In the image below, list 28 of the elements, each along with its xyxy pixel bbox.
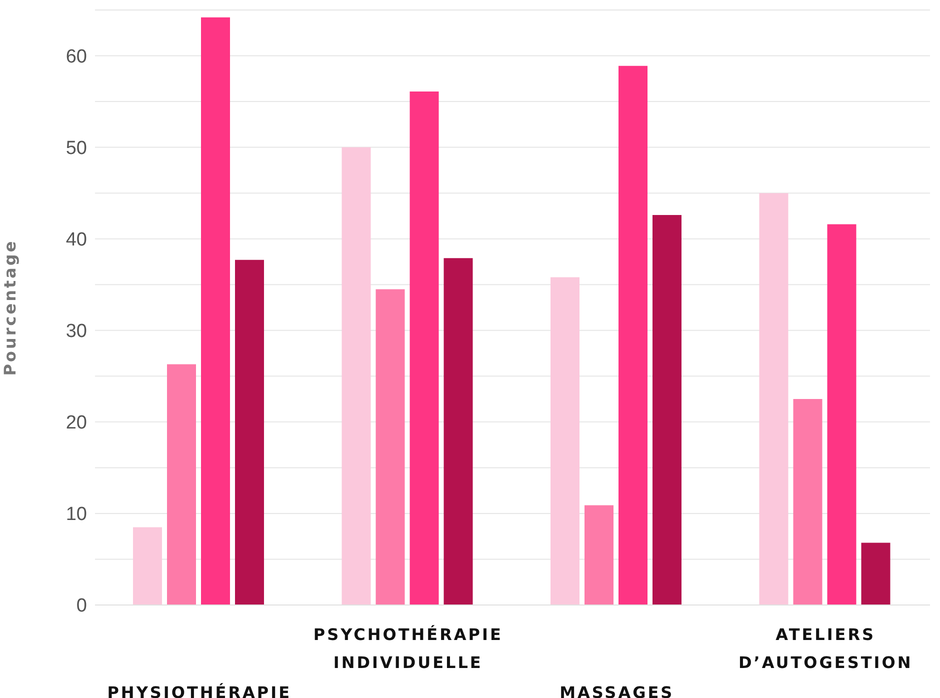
x-tick-label: PHYSIOTHÉRAPIE (107, 683, 292, 698)
bar (201, 17, 230, 605)
bar (444, 258, 473, 605)
bar (376, 289, 405, 605)
bar (861, 542, 890, 605)
y-tick-label: 30 (66, 321, 87, 342)
y-tick-label: 50 (66, 138, 87, 160)
x-tick-label: PSYCHOTHÉRAPIE INDIVIDUELLE (313, 625, 503, 672)
bar (827, 224, 856, 605)
x-tick-label: MASSAGES (560, 683, 674, 698)
y-tick-label: 20 (66, 412, 87, 434)
bar (759, 193, 788, 605)
bar (652, 215, 682, 605)
x-tick-label: ATELIERS D’AUTOGESTION (738, 625, 913, 672)
bar (550, 277, 580, 605)
bar (618, 66, 648, 605)
bar (235, 260, 264, 605)
y-tick-label: 40 (66, 230, 87, 251)
bar (167, 364, 196, 605)
y-axis-title: Pourcentage (0, 239, 20, 376)
bar (133, 527, 162, 605)
bar (584, 505, 614, 605)
bar (410, 91, 439, 605)
y-tick-label: 10 (66, 504, 87, 526)
y-tick-label: 0 (76, 596, 87, 617)
y-tick-label: 60 (66, 46, 87, 68)
bar (342, 147, 371, 605)
bar (793, 399, 822, 605)
